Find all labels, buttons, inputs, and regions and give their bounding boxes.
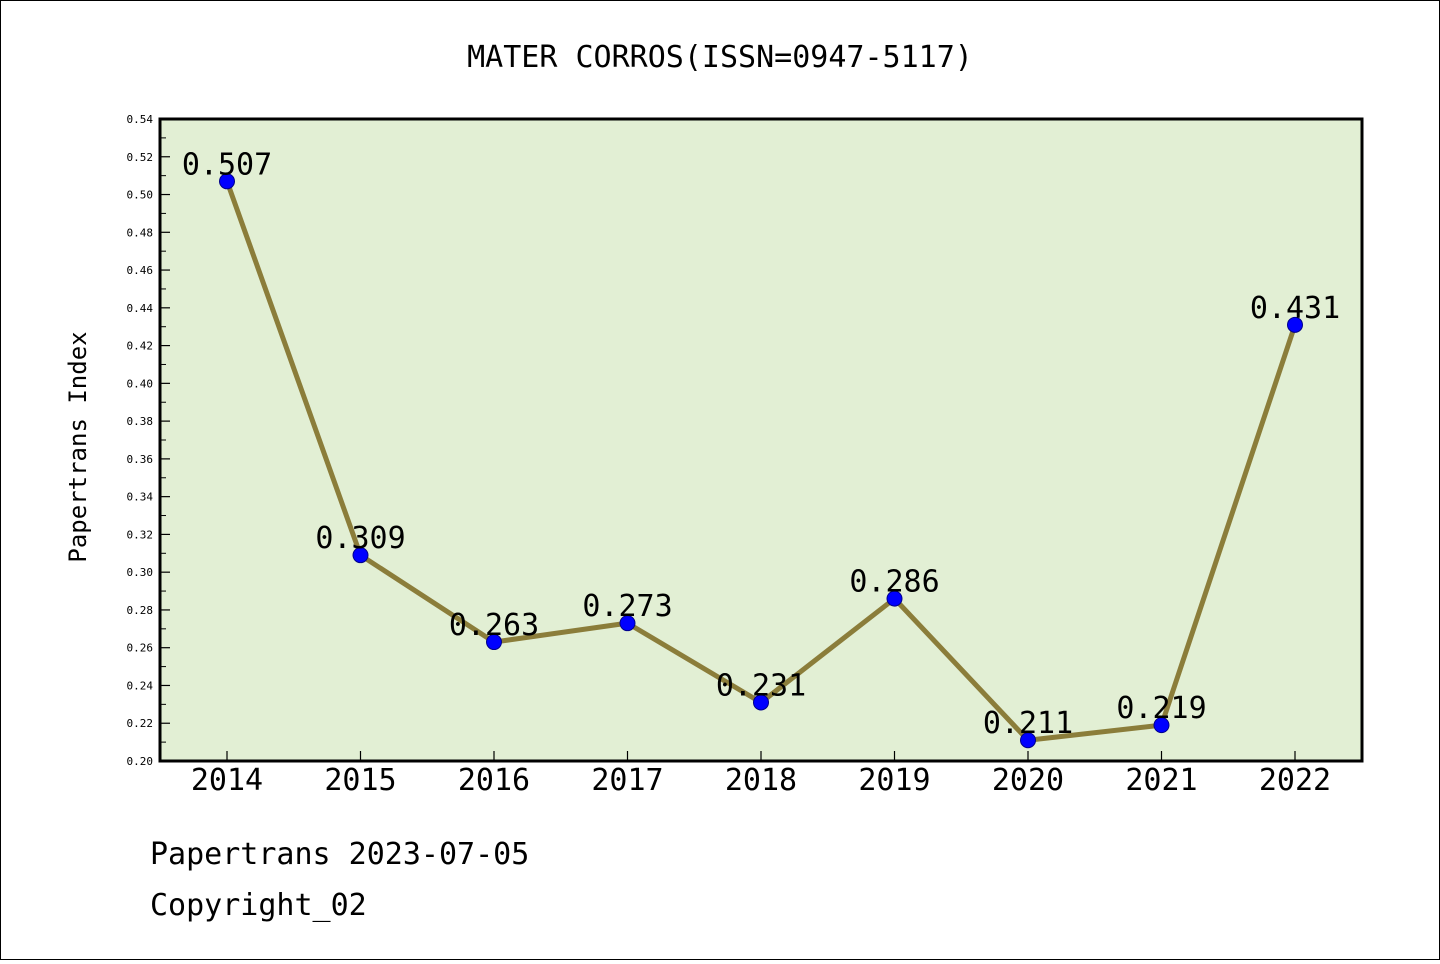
data-label: 0.231	[716, 668, 806, 703]
x-tick-label: 2020	[992, 763, 1064, 798]
y-tick-label: 0.48	[127, 226, 154, 239]
y-tick-label: 0.44	[127, 302, 154, 315]
data-label: 0.211	[983, 706, 1073, 741]
y-axis: 0.20 0.22 0.24 0.26 0.28 0.30 0.32 0.34 0.36 0.38…	[127, 113, 170, 768]
x-tick-label: 2021	[1125, 763, 1197, 798]
data-point	[886, 590, 903, 607]
data-point	[486, 634, 502, 651]
data-label: 0.286	[849, 565, 939, 600]
y-tick-label: 0.54	[127, 113, 154, 126]
data-point	[1020, 732, 1036, 749]
x-tick-label: 2014	[191, 763, 263, 798]
y-tick-label: 0.46	[127, 264, 154, 277]
plot-area	[158, 117, 1364, 763]
x-tick-label: 2022	[1259, 763, 1331, 798]
x-tick-label: 2018	[725, 763, 797, 798]
y-tick-label: 0.50	[127, 189, 154, 202]
y-tick-label: 0.42	[127, 340, 154, 353]
y-tick-label: 0.34	[127, 491, 154, 504]
y-tick-label: 0.36	[127, 453, 154, 466]
data-point	[1287, 316, 1303, 333]
data-labels: 0.507 0.309 0.263 0.273 0.231 0.286 0.211 0.219…	[182, 147, 1340, 741]
x-tick-label: 2015	[324, 763, 396, 798]
y-tick-label: 0.22	[127, 717, 154, 730]
data-label: 0.219	[1116, 691, 1206, 726]
y-tick-label: 0.24	[127, 679, 154, 692]
y-tick-label: 0.20	[127, 755, 154, 768]
data-point	[619, 615, 636, 632]
x-axis: 2014 2015 2016 2017 2018 2019 2020 2021 2022	[191, 751, 1331, 798]
data-label: 0.263	[449, 608, 539, 643]
chart-title: MATER CORROS(ISSN=0947-5117)	[467, 40, 973, 75]
data-point	[753, 694, 769, 711]
data-label: 0.309	[315, 521, 405, 556]
data-point	[219, 173, 235, 190]
x-tick-label: 2016	[458, 763, 530, 798]
y-axis-label: Papertrans Index	[64, 331, 92, 562]
y-tick-label: 0.32	[127, 528, 154, 541]
y-tick-label: 0.28	[127, 604, 154, 617]
y-tick-label: 0.52	[127, 151, 154, 164]
y-tick-label: 0.38	[127, 415, 154, 428]
data-point	[1153, 717, 1170, 734]
data-label: 0.273	[582, 589, 672, 624]
footer-date: Papertrans 2023-07-05	[150, 837, 529, 872]
data-label: 0.431	[1250, 291, 1340, 326]
y-tick-label: 0.30	[127, 566, 154, 579]
data-point	[352, 547, 369, 564]
y-tick-label: 0.40	[127, 377, 154, 390]
x-tick-label: 2017	[591, 763, 663, 798]
data-label: 0.507	[182, 147, 272, 182]
x-tick-label: 2019	[858, 763, 930, 798]
footer-copyright: Copyright_02	[150, 888, 367, 923]
series-layer	[219, 173, 1303, 749]
y-tick-label: 0.26	[127, 642, 154, 655]
